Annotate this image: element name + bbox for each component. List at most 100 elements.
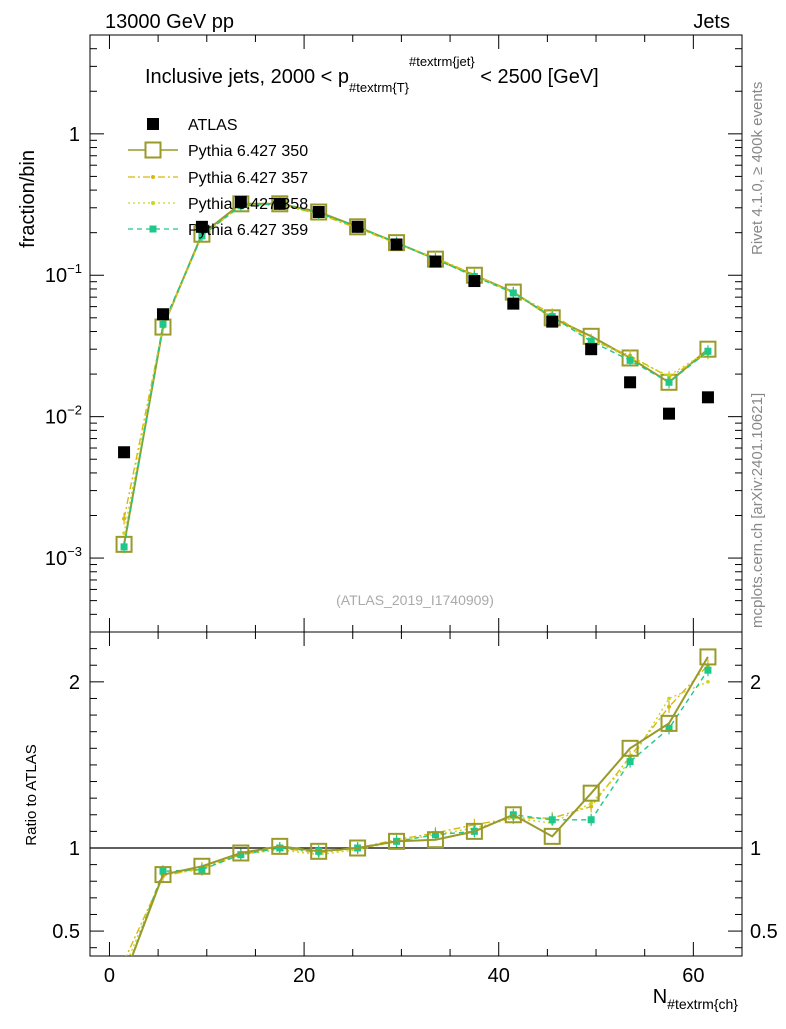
- ratio-y-tick-label-right: 1: [750, 838, 761, 860]
- mcplots-label: mcplots.cern.ch [arXiv:2401.10621]: [749, 393, 766, 628]
- y-tick-label: 10−2: [45, 403, 82, 429]
- main-point-atlas: [390, 238, 403, 251]
- xlabel-main: N: [653, 986, 667, 1008]
- y-tick-label: 10−1: [45, 261, 82, 287]
- ratio-point-350: [193, 857, 211, 875]
- ratio-point-358: [706, 680, 710, 684]
- main-line: [123, 203, 709, 548]
- main-point-atlas: [234, 195, 247, 208]
- main-point-atlas: [701, 391, 714, 404]
- chart-title: Inclusive jets, 2000 < p#textrm{T} #textr…: [145, 54, 599, 95]
- x-tick-label: 0: [104, 965, 115, 987]
- ratio-point-359: [276, 844, 284, 852]
- ratio-point-359: [198, 866, 206, 874]
- main-line: [123, 204, 709, 534]
- main-point-atlas: [195, 220, 208, 233]
- main-point-atlas: [663, 407, 676, 420]
- ratio-point-350: [426, 831, 444, 849]
- legend-marker: [151, 175, 155, 179]
- ratio-point-358: [589, 801, 593, 805]
- legend-label: Pythia 6.427 357: [188, 170, 308, 187]
- legend: ATLAS Pythia 6.427 350 Pythia 6.427 357 Pyt…: [128, 117, 308, 239]
- category-label: Jets: [693, 11, 730, 33]
- y-tick-label: 10−3: [45, 544, 82, 570]
- main-point-359: [509, 289, 517, 297]
- ratio-point-350: [271, 837, 289, 855]
- main-point-atlas: [546, 315, 559, 328]
- ratio-point-350: [154, 866, 172, 884]
- main-point-359: [159, 320, 167, 328]
- main-point-atlas: [118, 446, 131, 459]
- ratio-line: [131, 656, 709, 956]
- ratio-point-357: [667, 704, 672, 709]
- ratio-point-359: [626, 758, 634, 766]
- main-point-atlas: [624, 376, 637, 389]
- legend-label: ATLAS: [188, 117, 238, 134]
- xaxis-label: N#textrm{ch}: [653, 986, 739, 1012]
- x-tick-label: 40: [488, 965, 510, 987]
- ratio-line: [128, 681, 709, 956]
- ratio-point-359: [587, 816, 595, 824]
- ratio-y-tick-label-right: 0.5: [750, 921, 778, 943]
- y-tick-label: 1: [69, 124, 80, 146]
- main-line: [123, 202, 709, 545]
- main-point-350: [349, 218, 367, 236]
- ratio-y-tick-label: 1: [69, 838, 80, 860]
- main-point-359: [665, 378, 673, 386]
- ratio-ylabel: Ratio to ATLAS: [23, 744, 40, 845]
- main-point-atlas: [156, 308, 169, 321]
- main-point-atlas: [507, 297, 520, 310]
- x-tick-label: 60: [682, 965, 704, 987]
- energy-label: 13000 GeV pp: [105, 11, 234, 33]
- ratio-point-359: [237, 851, 245, 859]
- main-series: [115, 195, 717, 553]
- legend-marker-359: [149, 225, 157, 233]
- main-point-atlas: [429, 255, 442, 268]
- ratio-line: [125, 664, 709, 956]
- title-sub: #textrm{T}: [349, 80, 410, 95]
- main-point-atlas: [468, 275, 481, 288]
- ratio-y-tick-label: 2: [69, 672, 80, 694]
- ratio-point-350: [543, 827, 561, 845]
- legend-marker: [151, 201, 155, 205]
- ratio-point-350: [232, 844, 250, 862]
- ratio-point-359: [431, 831, 439, 839]
- ratio-y-tick-label-right: 2: [750, 672, 761, 694]
- ratio-point-358: [667, 696, 671, 701]
- ratio-point-359: [665, 724, 673, 732]
- ratio-frame: [89, 631, 743, 957]
- main-point-359: [120, 543, 128, 551]
- ratio-point-359: [704, 666, 712, 674]
- title-main: Inclusive jets, 2000 < p: [145, 66, 349, 88]
- main-point-atlas: [312, 206, 325, 219]
- legend-marker-atlas: [147, 118, 159, 130]
- ratio-axes: 0.5 0.51 12 20 20 40 60: [52, 631, 778, 987]
- ratio-series: [125, 648, 717, 956]
- title-sup: #textrm{jet}: [409, 54, 475, 69]
- ratio-point-350: [660, 714, 678, 732]
- main-point-359: [704, 347, 712, 355]
- xlabel-sub: #textrm{ch}: [667, 996, 738, 1012]
- main-point-atlas: [351, 220, 364, 233]
- main-point-atlas: [585, 343, 598, 356]
- legend-label: Pythia 6.427 350: [188, 143, 308, 160]
- main-point-359: [626, 356, 634, 364]
- title-tail: < 2500 [GeV]: [475, 66, 599, 88]
- ratio-point-350: [465, 822, 483, 840]
- rivet-label: Rivet 4.1.0, ≥ 400k events: [749, 82, 766, 255]
- main-point-359: [198, 232, 206, 240]
- main-point-358: [122, 531, 126, 535]
- main-point-atlas: [273, 197, 286, 210]
- legend-label: Pythia 6.427 359: [188, 222, 308, 239]
- ratio-point-359: [548, 816, 556, 824]
- x-tick-label: 20: [293, 965, 315, 987]
- main-point-357: [122, 516, 127, 521]
- ratio-point-350: [504, 806, 522, 824]
- ratio-point-359: [159, 867, 167, 875]
- ratio-point-350: [699, 648, 717, 666]
- ratio-line: [131, 669, 709, 956]
- ratio-point-350: [349, 839, 367, 857]
- ratio-point-357: [589, 804, 594, 809]
- main-ylabel: fraction/bin: [17, 150, 39, 248]
